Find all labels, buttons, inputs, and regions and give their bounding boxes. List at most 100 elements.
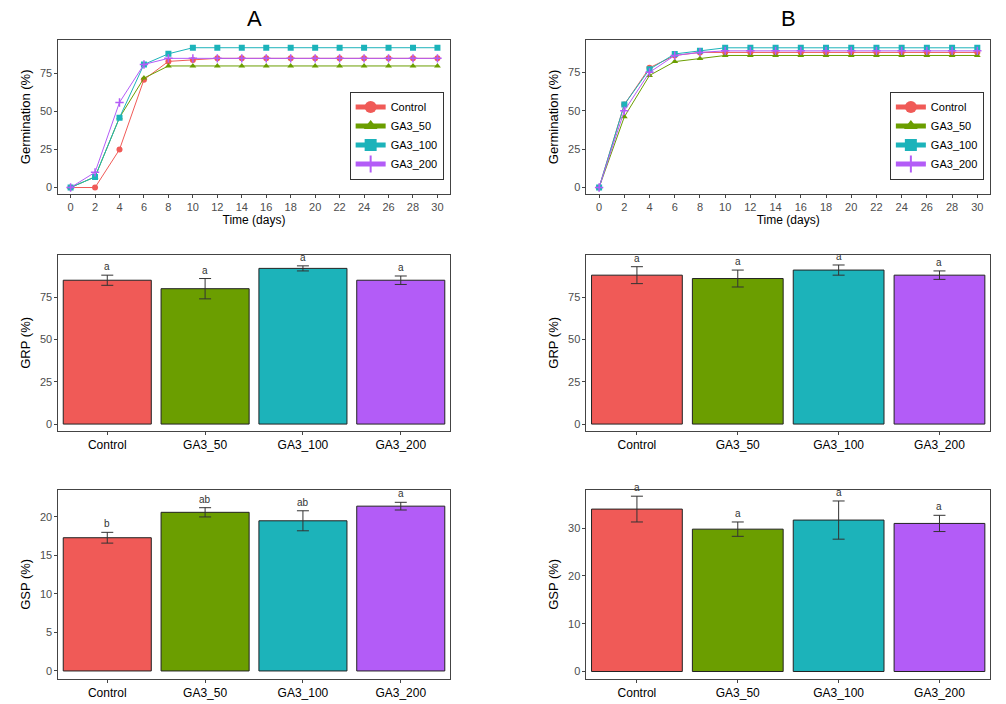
svg-text:25: 25 [568,143,580,155]
svg-text:a: a [936,257,942,268]
svg-text:a: a [104,261,110,272]
svg-text:GA3_200: GA3_200 [375,438,426,452]
svg-text:a: a [735,508,741,519]
svg-text:0: 0 [68,201,74,213]
svg-text:GRP (%): GRP (%) [546,317,561,369]
svg-text:a: a [735,256,741,267]
svg-text:12: 12 [744,201,756,213]
svg-text:20: 20 [568,570,580,582]
svg-text:0: 0 [596,201,602,213]
svg-text:16: 16 [260,201,272,213]
svg-text:GA3_100: GA3_100 [278,686,329,700]
svg-text:18: 18 [285,201,297,213]
svg-text:50: 50 [40,105,52,117]
svg-text:GA3_200: GA3_200 [391,158,437,170]
svg-text:GA3_200: GA3_200 [931,158,977,170]
svg-text:8: 8 [165,201,171,213]
svg-text:0: 0 [574,418,580,430]
svg-text:30: 30 [568,522,580,534]
svg-text:20: 20 [40,511,52,523]
svg-text:GA3_50: GA3_50 [183,438,227,452]
svg-text:GA3_100: GA3_100 [931,139,977,151]
svg-text:0: 0 [46,665,52,677]
svg-text:16: 16 [795,201,807,213]
svg-text:30: 30 [431,201,443,213]
svg-text:75: 75 [568,291,580,303]
svg-text:GA3_50: GA3_50 [716,686,760,700]
svg-text:26: 26 [921,201,933,213]
svg-text:14: 14 [769,201,781,213]
svg-text:a: a [634,482,640,493]
svg-text:a: a [300,252,306,263]
svg-text:20: 20 [309,201,321,213]
svg-text:25: 25 [40,376,52,388]
svg-text:2: 2 [621,201,627,213]
svg-text:6: 6 [141,201,147,213]
svg-text:75: 75 [568,66,580,78]
svg-text:a: a [398,262,404,273]
svg-text:15: 15 [40,549,52,561]
svg-text:GSP (%): GSP (%) [18,559,33,610]
svg-text:24: 24 [358,201,370,213]
svg-text:14: 14 [236,201,248,213]
svg-text:GA3_100: GA3_100 [391,139,437,151]
svg-text:Control: Control [88,438,127,452]
svg-text:ab: ab [199,494,211,505]
svg-text:Germination (%): Germination (%) [546,70,561,165]
svg-text:0: 0 [574,181,580,193]
svg-text:75: 75 [40,291,52,303]
svg-text:b: b [104,518,110,529]
svg-text:10: 10 [187,201,199,213]
svg-text:GRP (%): GRP (%) [18,317,33,369]
svg-text:50: 50 [40,333,52,345]
svg-text:12: 12 [211,201,223,213]
svg-text:B: B [781,6,796,31]
svg-text:GSP (%): GSP (%) [546,559,561,610]
svg-text:18: 18 [820,201,832,213]
svg-text:0: 0 [46,418,52,430]
svg-text:Control: Control [931,101,966,113]
svg-text:25: 25 [40,143,52,155]
svg-text:a: a [398,488,404,499]
svg-text:GA3_50: GA3_50 [391,120,431,132]
svg-text:5: 5 [46,626,52,638]
svg-text:GA3_50: GA3_50 [716,438,760,452]
svg-text:Control: Control [618,438,657,452]
svg-text:a: a [634,253,640,264]
svg-text:a: a [836,251,842,262]
svg-text:50: 50 [568,105,580,117]
svg-text:GA3_50: GA3_50 [931,120,971,132]
svg-text:Time (days): Time (days) [757,213,820,227]
svg-text:Control: Control [618,686,657,700]
svg-text:30: 30 [971,201,983,213]
svg-text:GA3_200: GA3_200 [914,438,965,452]
svg-text:4: 4 [116,201,122,213]
svg-text:25: 25 [568,376,580,388]
svg-text:10: 10 [568,618,580,630]
svg-text:28: 28 [946,201,958,213]
svg-text:24: 24 [896,201,908,213]
svg-text:a: a [836,487,842,498]
svg-text:6: 6 [672,201,678,213]
svg-text:Control: Control [88,686,127,700]
svg-text:a: a [936,501,942,512]
svg-text:20: 20 [845,201,857,213]
svg-text:GA3_200: GA3_200 [914,686,965,700]
svg-text:10: 10 [719,201,731,213]
svg-text:GA3_50: GA3_50 [183,686,227,700]
svg-text:10: 10 [40,588,52,600]
svg-text:GA3_100: GA3_100 [813,686,864,700]
svg-text:0: 0 [46,181,52,193]
svg-text:A: A [247,6,262,31]
svg-text:Control: Control [391,101,426,113]
svg-text:4: 4 [646,201,652,213]
svg-text:2: 2 [92,201,98,213]
svg-text:GA3_200: GA3_200 [375,686,426,700]
svg-text:28: 28 [407,201,419,213]
svg-text:22: 22 [333,201,345,213]
svg-text:0: 0 [574,665,580,677]
svg-text:a: a [202,265,208,276]
svg-text:GA3_100: GA3_100 [278,438,329,452]
svg-text:GA3_100: GA3_100 [813,438,864,452]
svg-text:75: 75 [40,67,52,79]
